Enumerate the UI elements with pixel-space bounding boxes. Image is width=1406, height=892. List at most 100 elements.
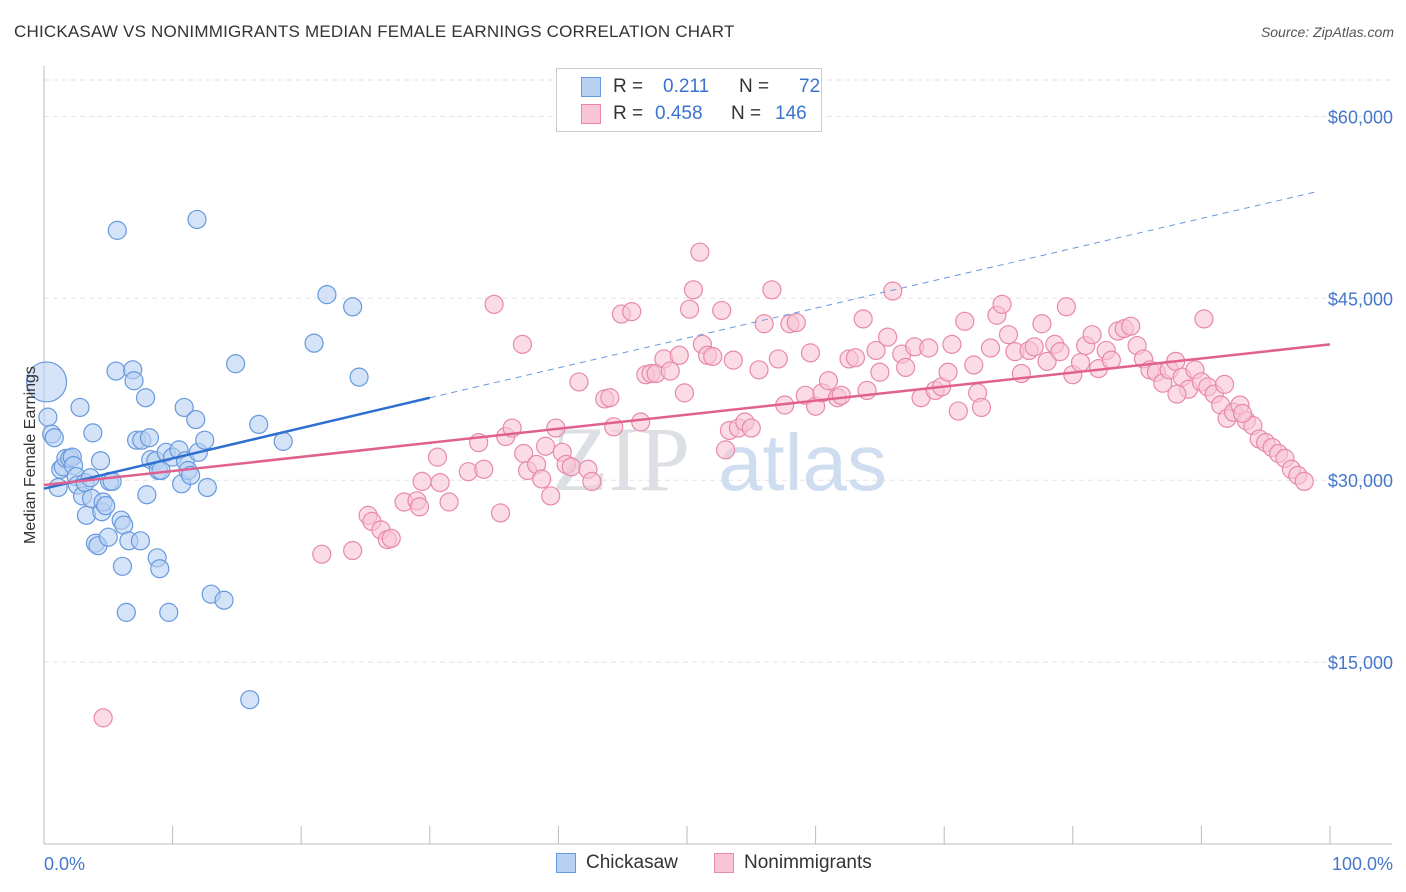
nonimmigrants-point (896, 357, 916, 378)
nonimmigrants-point (1167, 384, 1187, 404)
chickasaw-point (112, 556, 133, 576)
nonimmigrants-point (1082, 325, 1102, 345)
legend-n-value: 146 (775, 103, 807, 124)
nonimmigrants-point (712, 300, 732, 321)
x-tick-label: 100.0% (1332, 854, 1393, 874)
nonimmigrants-point (430, 473, 450, 493)
nonimmigrants-point (474, 459, 494, 479)
chickasaw-point (187, 209, 207, 230)
nonimmigrants-point (883, 281, 903, 301)
nonimmigrants-point (971, 397, 992, 418)
nonimmigrants-point (535, 436, 556, 456)
chickasaw-point (174, 397, 194, 418)
nonimmigrants-point (683, 280, 704, 300)
chickasaw-point (304, 333, 324, 353)
chickasaw-point (240, 690, 260, 710)
nonimmigrants-point (1214, 374, 1235, 394)
chickasaw-point (107, 220, 127, 240)
nonimmigrants-point (703, 346, 723, 367)
nonimmigrants-point (1032, 314, 1052, 334)
nonimmigrants-point (998, 325, 1019, 345)
chickasaw-point (273, 431, 293, 451)
nonimmigrants-point (312, 544, 332, 564)
chickasaw-point (343, 297, 363, 317)
nonimmigrants-point (631, 412, 651, 432)
bottom-legend-label-nonimmigrants: Nonimmigrants (744, 852, 872, 873)
chickasaw-point (130, 531, 151, 551)
nonimmigrants-point (980, 338, 1001, 358)
nonimmigrants-point (490, 503, 511, 523)
nonimmigrants-point (948, 401, 968, 421)
legend-r-label: R = (613, 76, 644, 97)
chickasaw-trend-extension (429, 191, 1318, 399)
y-tick-label: $30,000 (1328, 471, 1393, 491)
chickasaw-point (317, 285, 337, 305)
axes (43, 66, 1392, 845)
nonimmigrants-point (715, 440, 736, 460)
nonimmigrants-point (992, 294, 1012, 314)
chickasaw-point (44, 428, 64, 448)
chart-title: CHICKASAW VS NONIMMIGRANTS MEDIAN FEMALE… (14, 22, 735, 41)
legend-r-label: R = (613, 103, 644, 124)
nonimmigrants-point (93, 708, 113, 728)
chickasaw-point (124, 371, 144, 391)
nonimmigrants-point (800, 343, 821, 363)
nonimmigrants-point (604, 417, 624, 437)
legend-swatch-nonimmigrants (581, 104, 601, 124)
nonimmigrants-point (878, 327, 898, 347)
y-tick-label: $45,000 (1328, 289, 1393, 309)
nonimmigrants-point (754, 314, 774, 334)
chickasaw-points (25, 209, 369, 710)
nonimmigrants-point (831, 385, 851, 405)
bottom-legend: Chickasaw Nonimmigrants (0, 852, 1406, 878)
nonimmigrants-point (1024, 337, 1044, 357)
bottom-legend-nonimmigrants: Nonimmigrants (714, 852, 872, 874)
nonimmigrants-point (749, 360, 769, 380)
nonimmigrants-point (853, 309, 873, 329)
trend-lines (43, 191, 1331, 490)
legend-r-value: 0.211 (663, 76, 710, 97)
chickasaw-point (349, 367, 369, 387)
x-tick-label: 0.0% (44, 854, 85, 874)
chickasaw-point (249, 414, 269, 435)
chickasaw-point (70, 397, 90, 418)
nonimmigrants-point (1050, 342, 1070, 362)
chickasaw-trend-line (43, 396, 431, 490)
nonimmigrants-point (561, 457, 581, 477)
nonimmigrants-point (866, 340, 886, 361)
chickasaw-point (186, 409, 206, 430)
nonimmigrants-point (569, 372, 589, 392)
nonimmigrants-point (484, 294, 504, 314)
chickasaw-point (159, 602, 179, 622)
x-tick-labels: 0.0% 100.0% (44, 854, 1393, 874)
chickasaw-point (226, 354, 246, 374)
nonimmigrants-trend-line (43, 343, 1331, 487)
source-credit: Source: ZipAtlas.com (1260, 24, 1394, 40)
nonimmigrants-point (1121, 316, 1141, 336)
nonimmigrants-point (786, 312, 806, 333)
nonimmigrants-point (1194, 309, 1214, 329)
legend-n-label: N = (739, 76, 770, 97)
bottom-legend-chickasaw: Chickasaw (556, 852, 678, 874)
nonimmigrants-point (1037, 351, 1057, 371)
nonimmigrants-point (818, 371, 839, 391)
nonimmigrants-point (762, 280, 782, 300)
nonimmigrants-point (343, 540, 363, 561)
nonimmigrants-point (964, 355, 984, 375)
legend-swatch-chickasaw (581, 77, 601, 97)
nonimmigrants-point (669, 345, 689, 365)
bottom-legend-label-chickasaw: Chickasaw (586, 852, 678, 873)
nonimmigrants-point (938, 362, 958, 382)
nonimmigrants-point (1070, 352, 1091, 373)
bottom-legend-swatch-chickasaw (556, 853, 576, 873)
nonimmigrants-point (674, 383, 695, 403)
chickasaw-point (83, 423, 103, 443)
nonimmigrants-point (622, 302, 642, 322)
nonimmigrants-point (412, 471, 432, 492)
legend-n-label: N = (731, 103, 762, 124)
nonimmigrants-point (532, 469, 552, 489)
chickasaw-point (106, 361, 126, 381)
nonimmigrants-point (768, 349, 788, 369)
chickasaw-point (197, 477, 217, 498)
